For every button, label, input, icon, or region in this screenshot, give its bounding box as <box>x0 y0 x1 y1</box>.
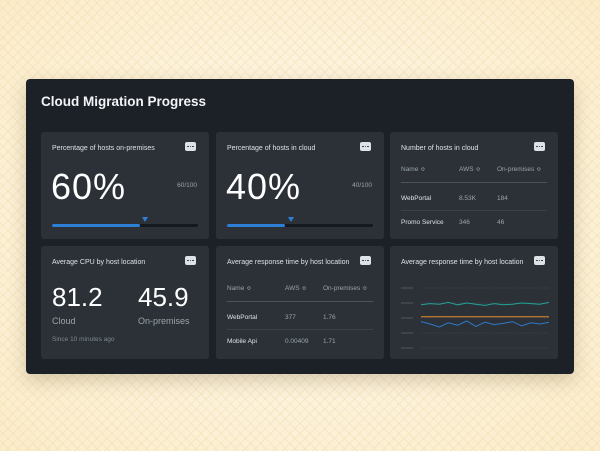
percentage-value: 40% <box>226 166 302 207</box>
on-premises-cpu-label: On-premises <box>138 316 190 326</box>
progress-bar <box>52 217 198 227</box>
cell-aws: 346 <box>459 219 470 226</box>
response-time-table: Name ≎ AWS ≎ On-premises ≎ WebPortal 377 1.… <box>227 285 373 353</box>
table-row[interactable]: WebPortal 377 1.76 <box>227 302 373 330</box>
column-header-aws[interactable]: AWS ≎ <box>285 285 307 292</box>
ratio-label: 60/100 <box>177 182 197 189</box>
card-response-time-table: Average response time by host location N… <box>216 246 384 359</box>
target-marker-icon <box>142 217 149 222</box>
table-header: Name ≎ AWS ≎ On-premises ≎ <box>227 285 373 302</box>
card-hosts-on-premises: Percentage of hosts on-premises 60% 60/1… <box>41 132 209 239</box>
cloud-cpu-value: 81.2 <box>52 282 103 312</box>
percentage-value: 60% <box>51 166 127 207</box>
sort-icon[interactable]: ≎ <box>246 286 252 292</box>
more-icon[interactable] <box>534 256 545 265</box>
cell-name: Mobile Api <box>227 338 257 345</box>
target-marker-icon <box>288 217 295 222</box>
progress-fill <box>52 224 140 227</box>
progress-fill <box>227 224 286 227</box>
sort-icon[interactable]: ≎ <box>420 167 426 173</box>
card-title: Percentage of hosts on-premises <box>52 145 155 152</box>
dashboard: Cloud Migration Progress Percentage of h… <box>26 79 574 374</box>
cell-name: WebPortal <box>227 314 258 321</box>
more-icon[interactable] <box>185 256 196 265</box>
cell-on-premises: 46 <box>497 219 505 226</box>
more-icon[interactable] <box>360 256 371 265</box>
cell-aws: 0.00409 <box>285 338 309 345</box>
column-header-aws[interactable]: AWS ≎ <box>459 166 481 173</box>
sort-icon[interactable]: ≎ <box>475 167 481 173</box>
ratio-label: 40/100 <box>352 182 372 189</box>
time-range-label: Since 10 minutes ago <box>52 336 115 343</box>
cell-aws: 8.53K <box>459 195 476 202</box>
card-title: Average response time by host location <box>401 259 524 266</box>
card-title: Number of hosts in cloud <box>401 145 479 152</box>
cell-on-premises: 1.76 <box>323 314 336 321</box>
column-header-name[interactable]: Name ≎ <box>227 285 252 292</box>
on-premises-cpu-value: 45.9 <box>138 282 189 312</box>
table-row[interactable]: Mobile Api 0.00409 1.71 <box>227 330 373 353</box>
cell-on-premises: 184 <box>497 195 508 202</box>
card-average-cpu: Average CPU by host location 81.2 Cloud … <box>41 246 209 359</box>
table-header: Name ≎ AWS ≎ On-premises ≎ <box>401 166 547 183</box>
column-header-name[interactable]: Name ≎ <box>401 166 426 173</box>
table-row[interactable]: WebPortal 8.53K 184 <box>401 183 547 211</box>
more-icon[interactable] <box>185 142 196 151</box>
series-line-1 <box>420 301 549 306</box>
hosts-table: Name ≎ AWS ≎ On-premises ≎ WebPortal 8.53K … <box>401 166 547 234</box>
cell-name: Promo Service <box>401 219 444 226</box>
sort-icon[interactable]: ≎ <box>362 286 368 292</box>
cell-on-premises: 1.71 <box>323 338 336 345</box>
more-icon[interactable] <box>534 142 545 151</box>
card-title: Average response time by host location <box>227 259 350 266</box>
column-header-on-premises[interactable]: On-premises ≎ <box>497 166 542 173</box>
cell-aws: 377 <box>285 314 296 321</box>
progress-bar <box>227 217 373 227</box>
column-header-on-premises[interactable]: On-premises ≎ <box>323 285 368 292</box>
card-number-of-hosts: Number of hosts in cloud Name ≎ AWS ≎ On-p… <box>390 132 558 239</box>
series-line-3 <box>420 320 549 328</box>
card-title: Percentage of hosts in cloud <box>227 145 316 152</box>
sort-icon[interactable]: ≎ <box>536 167 542 173</box>
card-title: Average CPU by host location <box>52 259 146 266</box>
response-time-line-chart <box>401 287 549 349</box>
card-response-time-chart: Average response time by host location <box>390 246 558 359</box>
cell-name: WebPortal <box>401 195 432 202</box>
more-icon[interactable] <box>360 142 371 151</box>
table-row[interactable]: Promo Service 346 46 <box>401 211 547 234</box>
sort-icon[interactable]: ≎ <box>301 286 307 292</box>
dashboard-title: Cloud Migration Progress <box>41 94 207 109</box>
cloud-cpu-label: Cloud <box>52 316 76 326</box>
card-hosts-in-cloud: Percentage of hosts in cloud 40% 40/100 <box>216 132 384 239</box>
